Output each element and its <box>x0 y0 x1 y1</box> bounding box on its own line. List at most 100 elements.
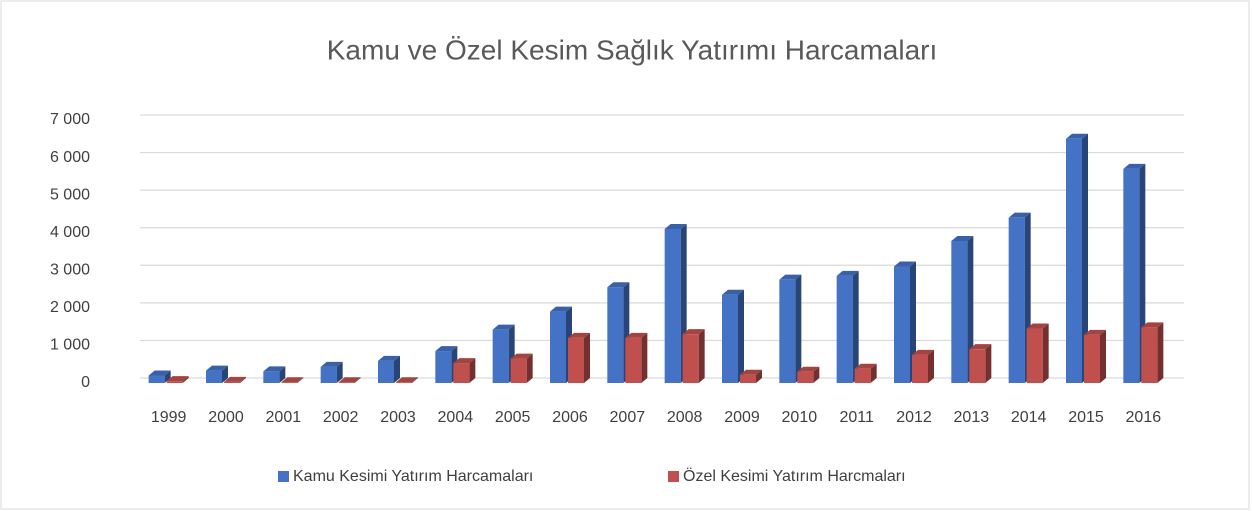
bar-side <box>813 366 820 383</box>
bar <box>1123 168 1140 383</box>
bar <box>722 294 738 383</box>
x-tick-label: 2010 <box>782 409 818 426</box>
y-tick-label: 7 000 <box>50 111 90 128</box>
bar-top <box>607 282 630 288</box>
bar-side <box>985 344 992 383</box>
bar <box>378 360 394 383</box>
legend-swatch <box>278 471 289 482</box>
bar-side <box>641 332 648 383</box>
bar-top <box>510 353 533 359</box>
y-tick-label: 3 000 <box>50 262 90 279</box>
bar <box>550 311 566 383</box>
x-tick-label: 1999 <box>151 409 187 426</box>
bar-top <box>1141 322 1164 328</box>
x-tick-label: 2003 <box>380 409 416 426</box>
bar-side <box>526 353 533 383</box>
bar-top <box>320 361 343 367</box>
x-tick-label: 2013 <box>954 409 990 426</box>
bar <box>682 334 699 383</box>
bar-side <box>910 261 916 383</box>
bar <box>206 370 222 383</box>
bar-top <box>378 355 400 361</box>
bar <box>281 382 298 383</box>
bar <box>166 381 183 383</box>
bar-top <box>951 235 974 241</box>
x-tick-label: 2008 <box>667 409 703 426</box>
bar-top <box>722 289 744 295</box>
bar-top <box>779 274 802 280</box>
x-tick-label: 2002 <box>323 409 359 426</box>
legend-label: Özel Kesimi Yatırım Harcmaları <box>683 467 906 485</box>
bar-side <box>279 366 286 383</box>
x-tick-label: 2014 <box>1011 409 1047 426</box>
bar-side <box>240 376 246 383</box>
x-tick-label: 2011 <box>839 409 874 426</box>
bar-side <box>584 332 590 383</box>
legend-label: Kamu Kesimi Yatırım Harcamaları <box>293 468 533 485</box>
bar-side <box>222 365 228 383</box>
x-tick-label: 2016 <box>1126 409 1162 426</box>
bar <box>263 371 280 383</box>
bar <box>607 287 624 383</box>
bar-side <box>182 376 189 383</box>
bar <box>779 279 796 383</box>
bar-top <box>836 270 859 276</box>
x-tick-label: 2004 <box>438 409 474 426</box>
bar-top <box>740 369 762 375</box>
bar <box>1141 327 1158 383</box>
bar <box>510 358 527 383</box>
x-tick-label: 2005 <box>495 409 531 426</box>
bar <box>492 329 509 383</box>
x-tick-label: 2000 <box>208 409 244 426</box>
bar-top <box>224 376 246 382</box>
bar <box>320 366 337 383</box>
bar-top <box>338 377 361 383</box>
bar-side <box>1100 329 1106 383</box>
chart-title: Kamu ve Özel Kesim Sağlık Yatırımı Harca… <box>327 34 938 65</box>
bar-side <box>297 377 304 383</box>
x-tick-label: 2015 <box>1068 409 1104 426</box>
bar-side <box>354 377 361 383</box>
bar-side <box>336 361 343 383</box>
bar-side <box>1157 322 1164 383</box>
bar-top <box>148 370 171 376</box>
bar <box>568 337 584 383</box>
bar <box>951 240 968 383</box>
y-tick-label: 2 000 <box>50 299 90 316</box>
bar <box>453 363 470 383</box>
bar-side <box>412 377 418 383</box>
x-tick-label: 2001 <box>266 409 302 426</box>
x-tick-label: 2006 <box>552 409 588 426</box>
bar-side <box>1042 323 1049 383</box>
y-tick-label: 1 000 <box>50 337 90 354</box>
x-tick-label: 2007 <box>610 409 646 426</box>
bar-side <box>394 355 400 383</box>
bar-side <box>870 363 877 383</box>
bar-top <box>492 324 515 330</box>
bar <box>224 381 240 383</box>
bar-side <box>852 270 859 383</box>
bar <box>854 368 871 383</box>
bar-side <box>738 289 744 383</box>
bar-top <box>1066 133 1088 139</box>
bar-side <box>967 235 974 383</box>
bar <box>797 371 814 383</box>
bar-side <box>795 274 802 383</box>
bar <box>969 349 986 383</box>
bar <box>396 382 412 383</box>
bar <box>1084 334 1100 383</box>
bar-side <box>469 358 476 383</box>
bar-side <box>698 329 705 383</box>
bar <box>740 374 756 383</box>
bar <box>894 266 910 383</box>
bar-top <box>682 329 705 335</box>
bar-top <box>206 365 228 371</box>
bar-top <box>1084 329 1106 335</box>
bar-top <box>1123 163 1146 169</box>
y-tick-label: 4 000 <box>50 224 90 241</box>
bar-top <box>854 363 877 369</box>
bar <box>912 354 928 383</box>
bar <box>338 382 355 383</box>
